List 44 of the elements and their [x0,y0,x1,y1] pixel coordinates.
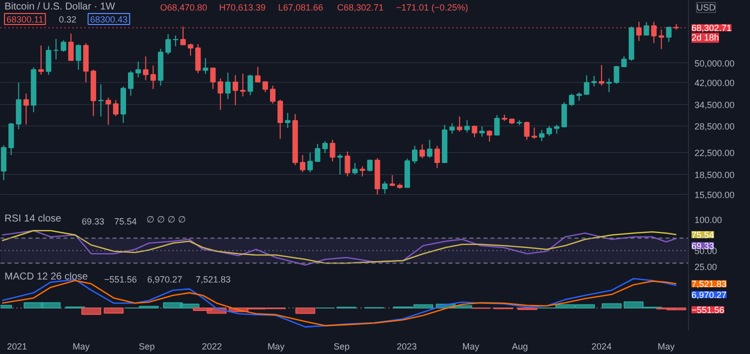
annotation: 2d 18h [692,32,720,43]
annotation: 0.32 [58,14,76,24]
y-tick-label: 25.00 [694,262,718,272]
annotation: −551.56 [692,305,724,316]
y-tick-label: 18,500.00 [694,170,735,180]
annotation: 6,970.27 [147,274,182,284]
data-label: 75.54 [692,230,714,240]
y-tick-label: 15,500.00 [694,190,735,200]
annotation: C68,302.71 [337,2,384,12]
x-tick-label: 2021 [7,342,28,352]
annotation: USD [696,2,716,12]
annotation: O68,470.80 [160,2,208,12]
annotation: 68300.11 [6,14,44,24]
data-label: 6,970.27 [692,290,727,300]
y-tick-label: 42,000.00 [694,78,735,88]
y-tick-label: 22,500.00 [694,148,735,158]
annotation: ∅ ∅ ∅ ∅ [146,214,186,224]
x-tick-label: 2024 [592,342,612,352]
chart-title: MACD 12 26 close [4,272,88,282]
annotation: H70,613.39 [219,2,266,12]
x-tick-label: Aug [512,342,528,352]
annotation: −551.56 [104,274,137,284]
chart-title: Bitcoin / U.S. Dollar · 1W [4,2,116,12]
x-tick-label: May [658,342,676,352]
x-tick-label: Sep [138,342,155,352]
x-tick-label: 2022 [202,342,222,352]
annotation: 75.54 [114,216,137,226]
annotation: 7,521.83 [196,274,231,284]
x-tick-label: May [72,342,90,352]
data-label: 7,521.83 [692,279,727,290]
x-tick-label: 2023 [396,342,417,352]
annotation: −171.01 (−0.25%) [396,2,468,12]
chart-title: RSI 14 close [4,214,62,224]
x-tick-label: May [267,342,285,352]
x-tick-label: Sep [334,342,350,352]
annotation: 69.33 [82,216,104,226]
y-tick-label: 50,000.00 [694,58,735,68]
annotation: L67,081.66 [278,2,324,12]
y-tick-label: 28,500.00 [694,121,735,132]
y-tick-label: 34,500.00 [694,100,735,110]
y-tick-label: 100.00 [694,214,722,225]
ref-line-label: 68,302.71 [692,23,732,34]
annotation: 68300.43 [90,14,128,24]
x-tick-label: May [462,342,480,352]
